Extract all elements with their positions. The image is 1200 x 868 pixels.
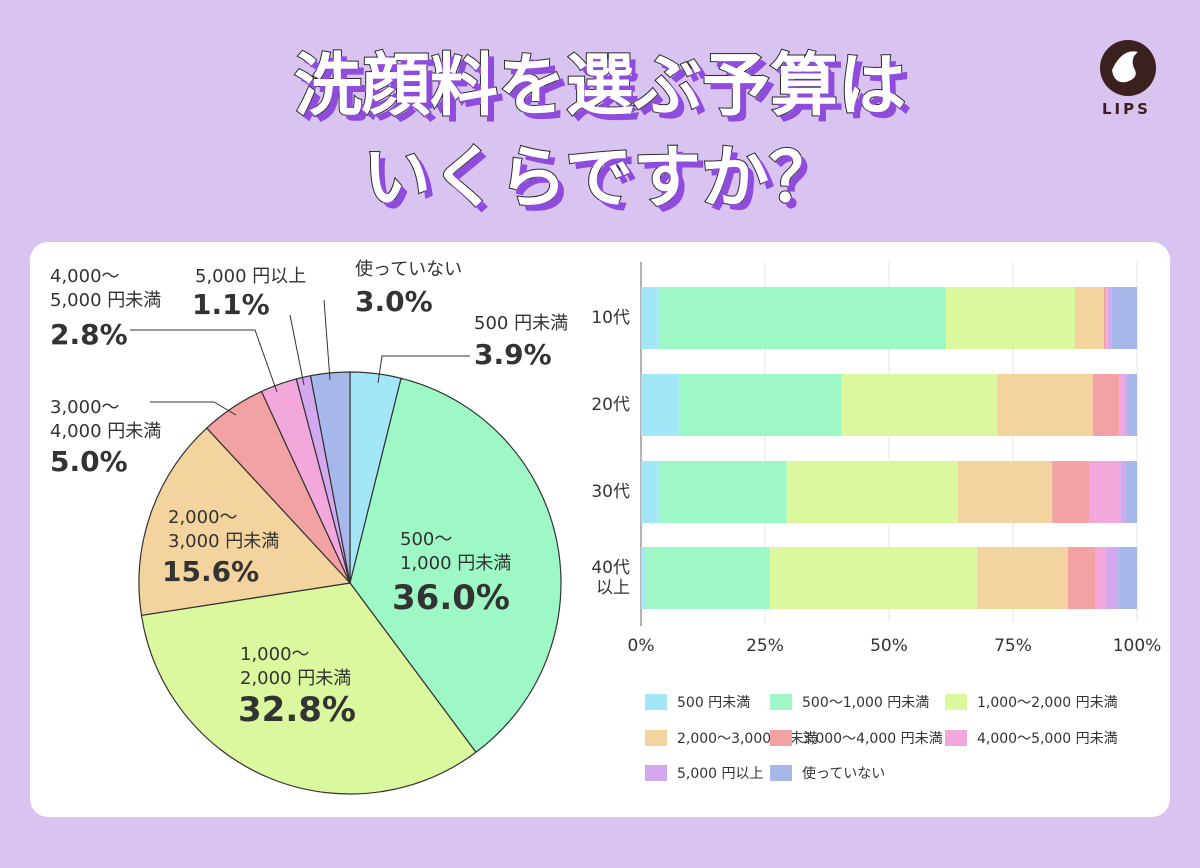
pie-slice [309,371,351,584]
bar-segment [1118,547,1137,609]
x-tick-label: 25% [746,636,784,656]
bar-segment [1108,287,1112,349]
legend-item: 3,000〜4,000 円未満 [770,728,943,748]
pie-label: 1,000〜 2,000 円未満 [240,644,352,689]
leader-line [289,314,305,386]
bar-segment [1068,547,1096,609]
bar-segment [1125,461,1137,523]
bar-segment [1095,547,1107,609]
legend-label: 3,000〜4,000 円未満 [802,731,943,747]
legend-label: 5,000 円以上 [677,766,764,782]
bar-segment [1089,461,1121,523]
bar-segment [946,287,1075,349]
legend-item: 使っていない [770,763,885,783]
pie-value-label: 36.0% [392,578,510,618]
title-line: 洗顔料を選ぶ予算は [293,46,907,127]
legend-swatch [945,694,967,710]
bar-segment [1106,287,1109,349]
y-tick-label: 30代 [591,482,630,502]
x-tick-label: 75% [994,636,1032,656]
legend-item: 500 円未満 [645,692,750,712]
bar-segment [769,547,977,609]
y-tick-label: 40代 以上 [591,558,630,598]
legend-label: 使っていない [802,766,886,782]
legend-item: 5,000 円以上 [645,763,764,783]
x-tick-label: 0% [627,636,655,656]
bar-segment [1103,287,1107,349]
legend-swatch [645,765,667,781]
bar-segment [658,461,787,523]
legend-label: 500 円未満 [677,695,751,711]
bar-segment [1120,461,1126,523]
pie-label: 500〜 1,000 円未満 [400,529,512,574]
legend-swatch [945,730,967,746]
bar-segment [957,461,1053,523]
legend-item: 1,000〜2,000 円未満 [945,692,1118,712]
bar-segment [1128,374,1137,436]
legend-swatch [645,730,667,746]
legend-swatch [770,765,792,781]
pie-value-label: 32.8% [238,690,356,730]
bar-segment [1092,374,1120,436]
x-tick-label: 50% [870,636,908,656]
bar-segment [641,547,646,609]
bar-segment [1075,287,1104,349]
pie-value-label: 2.8% [50,318,128,351]
bar-segment [1106,547,1119,609]
legend-swatch [770,694,792,710]
pie-value-label: 1.1% [192,288,270,321]
bar-segment [679,374,842,436]
y-tick-label: 20代 [591,395,630,415]
pie-value-label: 5.0% [50,445,128,478]
bar-segment [1111,287,1137,349]
pie-slice [140,582,477,795]
bar-segment [1124,374,1129,436]
pie-label: 3,000〜 4,000 円未満 [50,397,162,442]
bar-segment [645,547,770,609]
pie-label: 2,000〜 3,000 円未満 [168,507,280,552]
leader-line [323,299,331,381]
bar-segment [997,374,1093,436]
bar-segment [641,461,659,523]
bar-segment [641,374,680,436]
legend-label: 4,000〜5,000 円未満 [977,731,1118,747]
bar-segment [841,374,998,436]
leader-line [130,329,278,393]
bar-segment [976,547,1069,609]
leader-line [377,355,470,384]
pie-label: 5,000 円以上 [195,266,307,287]
title-line: いくらですか？ [362,138,838,219]
logo-text: LIPS [1102,100,1151,118]
legend-label: 500〜1,000 円未満 [802,695,930,711]
bar-segment [1119,374,1125,436]
bar-segment [786,461,958,523]
legend-item: 4,000〜5,000 円未満 [945,728,1118,748]
bar-segment [1052,461,1090,523]
legend-item: 500〜1,000 円未満 [770,692,929,712]
pie-value-label: 3.9% [474,338,552,371]
pie-label: 4,000〜 5,000 円未満 [50,266,162,311]
pie-slice [349,377,562,754]
pie-label: 使っていない [355,259,463,280]
leader-line [150,401,237,416]
legend-swatch [645,694,667,710]
bar-segment [658,287,947,349]
legend-label: 1,000〜2,000 円未満 [977,695,1118,711]
bar-segment [641,287,659,349]
legend-swatch [770,730,792,746]
pie-slice [138,427,352,616]
pie-value-label: 3.0% [355,285,433,318]
pie-value-label: 15.6% [162,555,260,588]
x-tick-label: 100% [1112,636,1162,656]
y-tick-label: 10代 [591,308,630,328]
pie-label: 500 円未満 [474,313,569,334]
